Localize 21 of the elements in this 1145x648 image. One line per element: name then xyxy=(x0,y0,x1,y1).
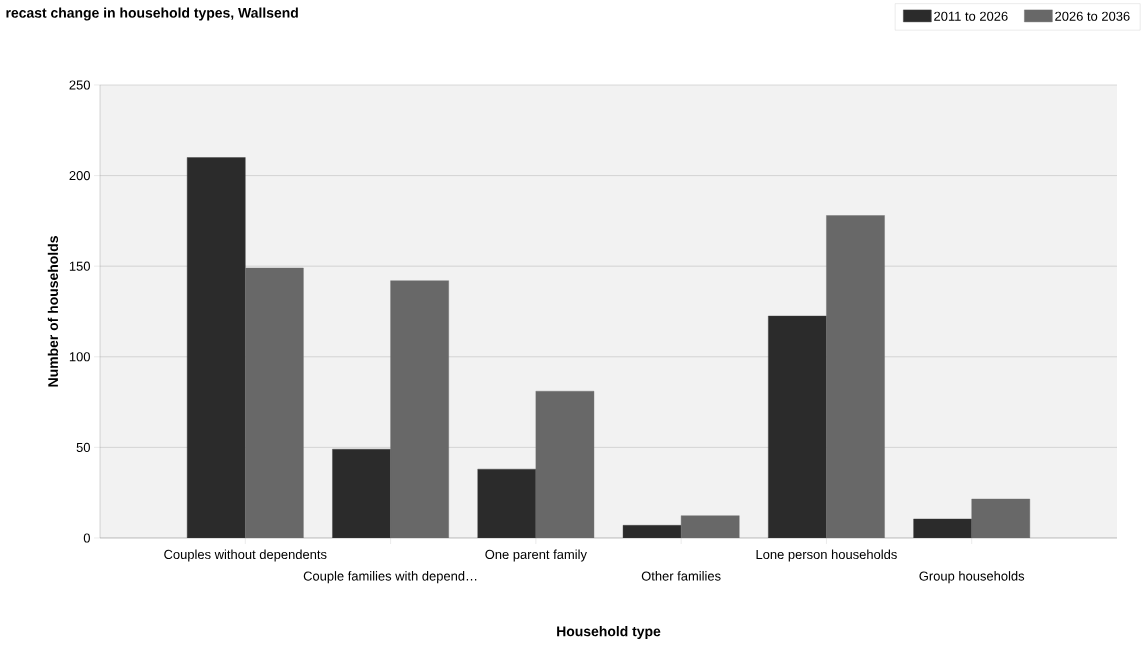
x-tick-label: Group households xyxy=(919,571,1025,584)
bar xyxy=(186,157,246,538)
y-tick-label: 0 xyxy=(83,533,90,543)
x-tick-label: Couple families with depend… xyxy=(303,571,477,584)
x-tick-label: Couples without dependents xyxy=(164,549,327,562)
x-axis-title: Household type xyxy=(557,626,661,640)
y-tick-label: 250 xyxy=(69,80,90,90)
chart-title: recast change in household types, Wallsend xyxy=(6,7,298,21)
x-tick-label: Other families xyxy=(641,571,721,581)
bar xyxy=(332,449,391,538)
legend-label: 2026 to 2036 xyxy=(1055,11,1130,21)
y-tick-label: 200 xyxy=(69,171,90,181)
y-tick-label: 100 xyxy=(69,352,90,362)
bar xyxy=(768,315,827,538)
y-axis-title: Number of households xyxy=(47,236,59,387)
x-tick-label: Lone person households xyxy=(756,549,897,562)
y-tick-label: 50 xyxy=(76,442,90,452)
x-tick-label: One parent family xyxy=(485,549,587,562)
legend-label: 2011 to 2026 xyxy=(934,11,1008,21)
bar xyxy=(477,468,537,538)
y-tick-label: 150 xyxy=(69,261,90,271)
